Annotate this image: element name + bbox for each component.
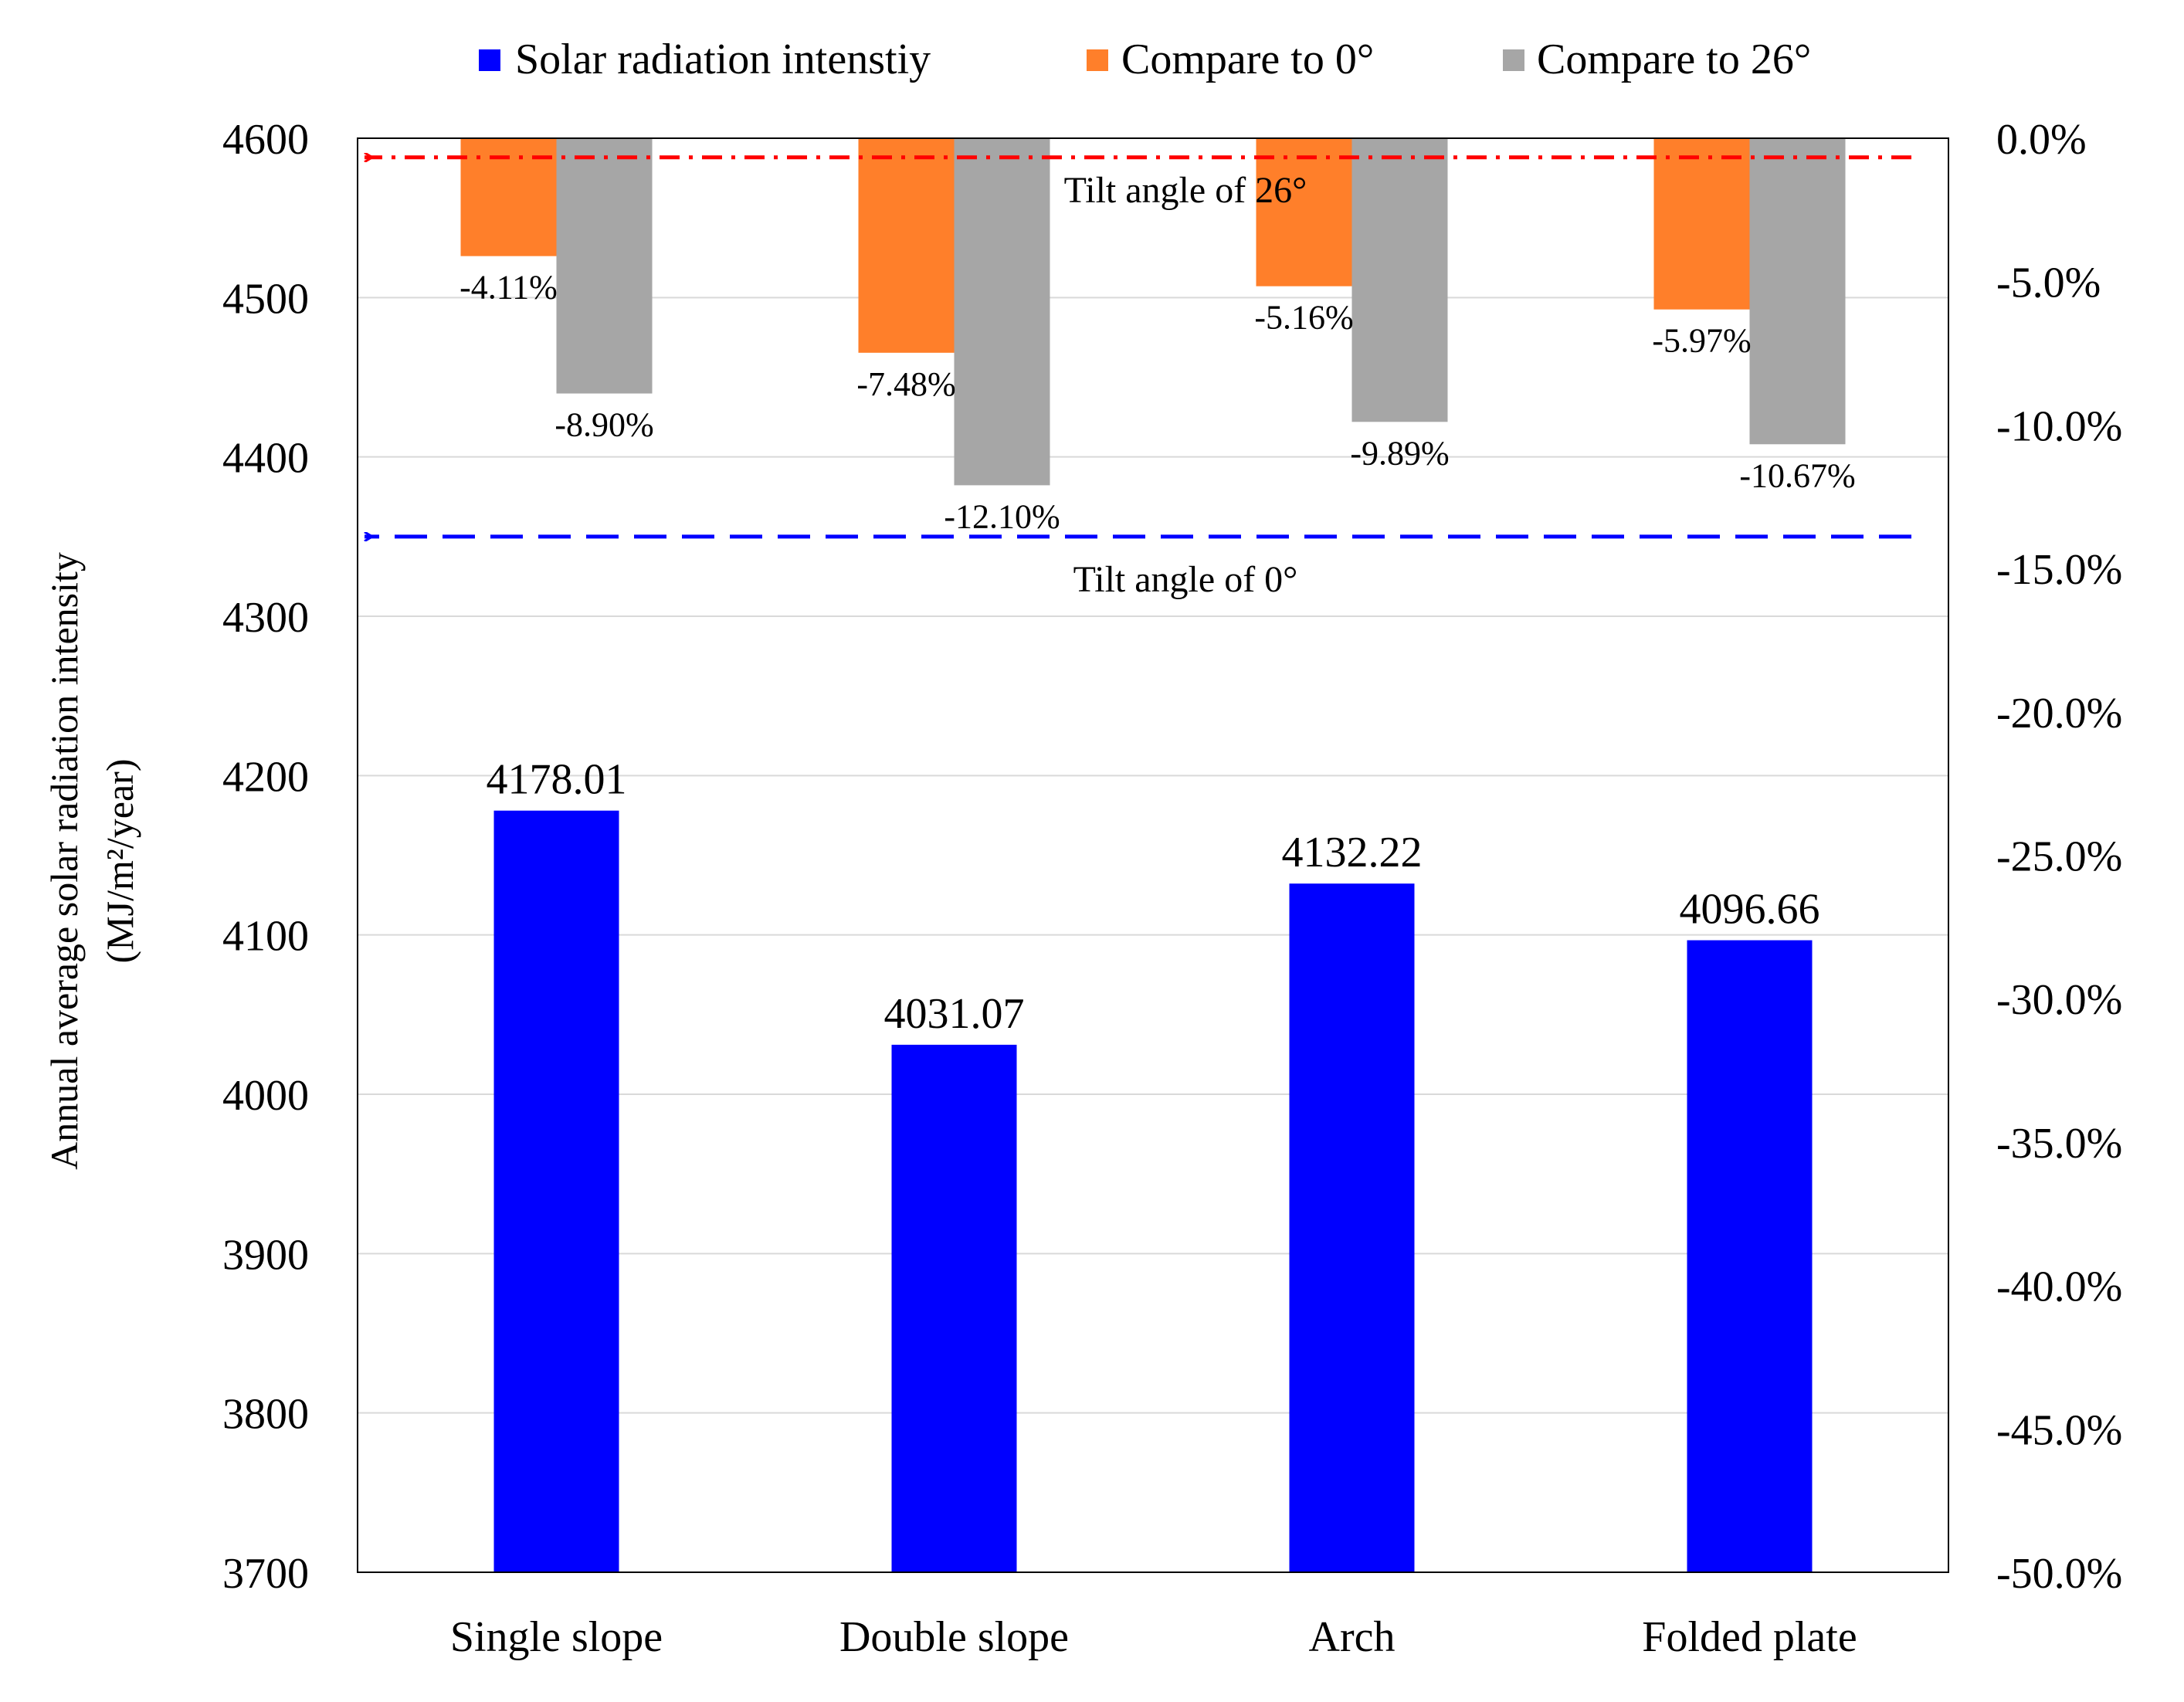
y-tick-label: 4400: [222, 435, 309, 483]
bar-compare-26: [1351, 138, 1448, 422]
y-tick-label: 4200: [222, 753, 309, 801]
y-axis-title: Annual average solar radiation intensity…: [42, 552, 141, 1170]
bars: [460, 138, 1846, 1572]
y-tick-label: 3900: [222, 1231, 309, 1279]
data-label-solar: 4132.22: [1282, 829, 1423, 876]
data-label-compare-0: -5.97%: [1652, 322, 1751, 360]
legend: Solar radiation intenstiy Compare to 0° …: [479, 36, 1811, 83]
bar-compare-0: [858, 138, 955, 353]
bar-compare-0: [1256, 138, 1352, 286]
data-label-compare-26: -9.89%: [1350, 434, 1449, 472]
y-tick-label: 3700: [222, 1550, 309, 1598]
legend-swatch-compare-26: [1503, 49, 1524, 71]
x-tick-label: Single slope: [450, 1613, 663, 1661]
data-label-compare-0: -4.11%: [460, 269, 558, 307]
legend-swatch-compare-0: [1087, 49, 1108, 71]
bar-solar: [493, 810, 619, 1572]
y-tick-label: 4000: [222, 1072, 309, 1120]
data-label-compare-26: -12.10%: [944, 497, 1060, 535]
y2-tick-label: -25.0%: [1996, 833, 2122, 881]
ref-label-26: Tilt angle of 26°: [1064, 170, 1307, 211]
y2-tick-label: -50.0%: [1996, 1550, 2122, 1598]
y2-tick-label: -45.0%: [1996, 1406, 2122, 1454]
y-axis-title-line2: (MJ/m²/year): [98, 759, 141, 964]
bar-solar: [1289, 883, 1415, 1572]
y-tick-label: 4500: [222, 275, 309, 323]
axes: [357, 137, 1949, 1573]
y2-tick-label: -35.0%: [1996, 1120, 2122, 1168]
y-tick-label: 4600: [222, 116, 309, 164]
x-tick-label: Folded plate: [1642, 1613, 1857, 1661]
data-label-solar: 4031.07: [884, 990, 1025, 1038]
y-axis-title-line1: Annual average solar radiation intensity: [42, 552, 86, 1170]
data-label-solar: 4178.01: [487, 756, 627, 804]
legend-label-compare-0: Compare to 0°: [1121, 36, 1374, 83]
legend-label-solar: Solar radiation intenstiy: [515, 36, 931, 83]
y2-tick-label: -15.0%: [1996, 546, 2122, 594]
bar-solar: [1687, 940, 1813, 1572]
x-tick-label: Double slope: [839, 1613, 1069, 1661]
labels: 4600 4500 4400 4300 4200 4100 4000 3900 3800 3700…: [222, 116, 2122, 1661]
bar-compare-26: [954, 138, 1050, 486]
data-label-solar: 4096.66: [1680, 886, 1820, 934]
y2-tick-label: -10.0%: [1996, 402, 2122, 450]
ref-label-0: Tilt angle of 0°: [1073, 559, 1298, 600]
legend-swatch-solar: [479, 49, 500, 71]
reference-lines: [365, 158, 1911, 537]
data-label-compare-26: -10.67%: [1739, 456, 1855, 494]
y2-tick-label: -5.0%: [1996, 259, 2101, 307]
x-tick-label: Arch: [1309, 1613, 1396, 1661]
plot-frame: [357, 137, 1949, 1573]
y2-tick-label: -40.0%: [1996, 1263, 2122, 1311]
y2-tick-label: -30.0%: [1996, 976, 2122, 1024]
y-tick-label: 3800: [222, 1391, 309, 1439]
y-tick-label: 4300: [222, 594, 309, 642]
bar-compare-0: [1653, 138, 1750, 310]
y2-tick-label: -20.0%: [1996, 690, 2122, 737]
bar-solar: [891, 1044, 1017, 1572]
bar-compare-26: [1749, 138, 1846, 445]
bar-compare-26: [556, 138, 653, 394]
data-label-compare-0: -7.48%: [856, 365, 955, 403]
y2-tick-label: 0.0%: [1996, 116, 2087, 164]
legend-label-compare-26: Compare to 26°: [1537, 36, 1811, 83]
data-label-compare-0: -5.16%: [1254, 299, 1353, 337]
data-label-compare-26: -8.90%: [554, 406, 653, 444]
y-tick-label: 4100: [222, 913, 309, 961]
